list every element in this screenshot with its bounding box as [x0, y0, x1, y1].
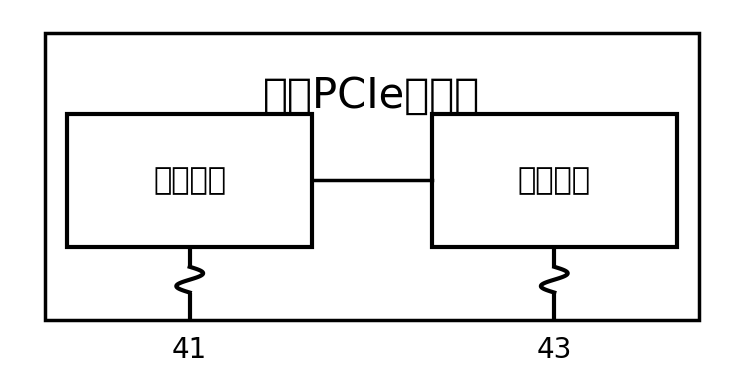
Bar — [432, 114, 677, 247]
Text: 43: 43 — [536, 336, 572, 364]
Text: 控制单元: 控制单元 — [518, 166, 591, 195]
Bar — [67, 114, 312, 247]
Text: 支持PCIe的设备: 支持PCIe的设备 — [263, 75, 481, 117]
Bar — [45, 33, 699, 320]
Text: 检测单元: 检测单元 — [153, 166, 226, 195]
Text: 41: 41 — [172, 336, 208, 364]
